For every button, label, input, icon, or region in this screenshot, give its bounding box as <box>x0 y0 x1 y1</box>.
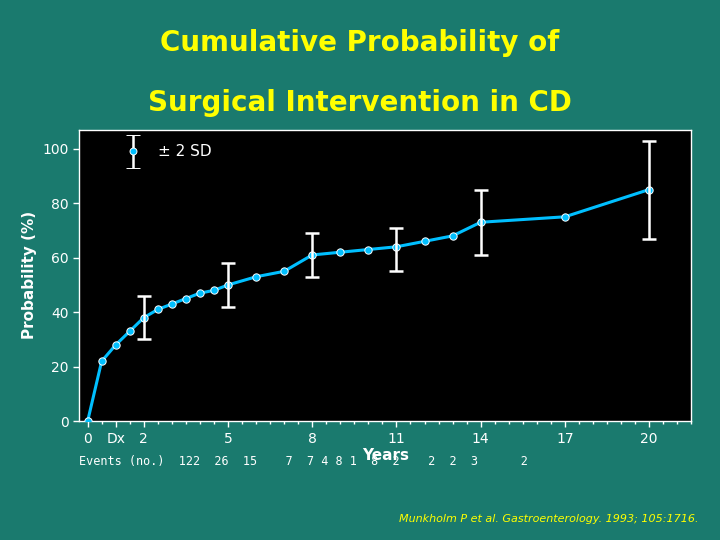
Point <box>222 281 234 289</box>
Point <box>279 267 290 275</box>
Text: Cumulative Probability of: Cumulative Probability of <box>161 29 559 57</box>
Y-axis label: Probability (%): Probability (%) <box>22 211 37 340</box>
Point <box>96 357 107 366</box>
Point <box>307 251 318 259</box>
Point <box>447 232 459 240</box>
Point <box>82 417 94 426</box>
Text: ± 2 SD: ± 2 SD <box>158 144 212 159</box>
Point <box>644 185 655 194</box>
X-axis label: Years: Years <box>361 448 409 463</box>
Point <box>166 300 178 308</box>
Point <box>335 248 346 256</box>
Text: Surgical Intervention in CD: Surgical Intervention in CD <box>148 89 572 117</box>
Point <box>180 294 192 303</box>
Text: Munkholm P et al. Gastroenterology. 1993; 105:1716.: Munkholm P et al. Gastroenterology. 1993… <box>399 514 698 524</box>
Point <box>559 212 571 221</box>
Point <box>419 237 431 246</box>
Point <box>391 242 402 251</box>
Point <box>363 245 374 254</box>
Point <box>138 313 150 322</box>
Point <box>110 341 122 349</box>
Point <box>251 273 262 281</box>
Point <box>124 327 135 335</box>
Point <box>194 289 206 298</box>
Point <box>208 286 220 295</box>
Point <box>475 218 487 227</box>
Point <box>152 305 163 314</box>
Text: Events (no.)  122  26  15    7  7 4 8 1  8  2    2  2  3      2                 : Events (no.) 122 26 15 7 7 4 8 1 8 2 2 2… <box>79 455 720 468</box>
